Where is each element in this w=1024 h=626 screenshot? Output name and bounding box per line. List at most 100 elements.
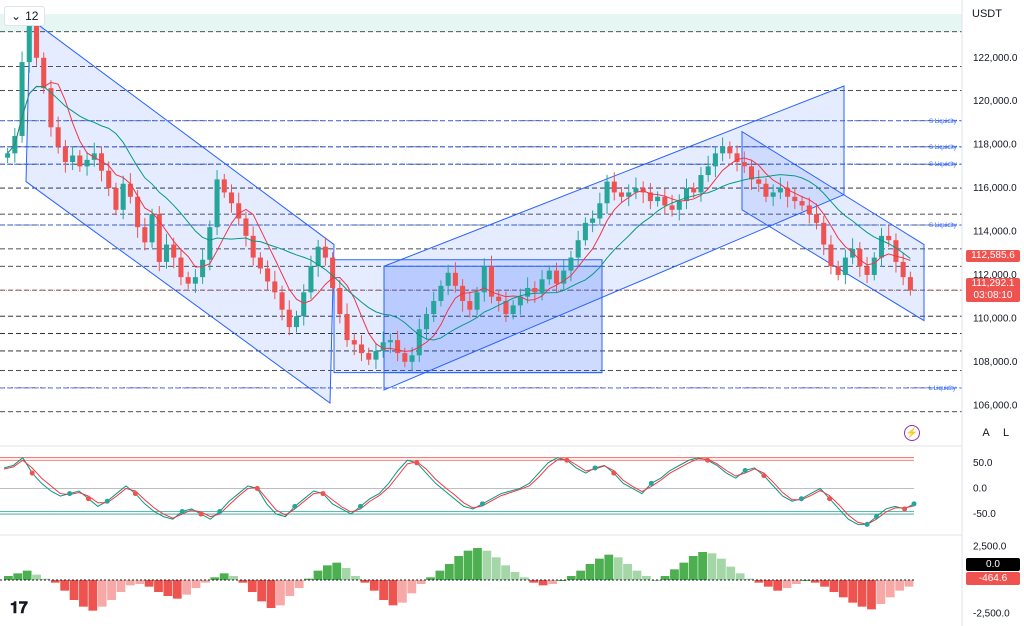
- candle-body: [481, 266, 487, 293]
- histogram-bar: [125, 580, 135, 586]
- candle-body: [178, 257, 184, 278]
- moving-averages: [7, 81, 911, 352]
- candle-body: [221, 179, 227, 193]
- candle-body: [871, 257, 877, 275]
- auto-scale-button[interactable]: A: [982, 427, 990, 439]
- candle-body: [113, 188, 119, 210]
- candle-body: [301, 292, 307, 317]
- cross-dot: [902, 506, 908, 512]
- candle-body: [626, 192, 632, 197]
- candle-body: [647, 192, 653, 202]
- ma-slow-line: [7, 85, 911, 341]
- candles: [5, 13, 913, 372]
- histogram-bar: [838, 580, 848, 598]
- histogram-bar: [369, 580, 379, 591]
- cross-dot: [592, 465, 598, 471]
- candle-body: [893, 240, 899, 262]
- histogram-bar: [529, 580, 539, 583]
- histogram-bar: [191, 580, 201, 588]
- histogram-bar: [426, 577, 435, 580]
- histogram-bar: [651, 580, 661, 581]
- cross-dot: [217, 509, 223, 514]
- candle-body: [864, 266, 870, 275]
- candle-body: [149, 214, 155, 243]
- histogram-bar: [688, 556, 698, 580]
- histogram-bar: [745, 578, 754, 580]
- candle-body: [250, 235, 256, 258]
- histogram-bar: [219, 573, 229, 580]
- histogram-bar: [566, 576, 576, 580]
- candle-body: [698, 175, 704, 193]
- candle-body: [135, 196, 141, 228]
- candle-body: [142, 227, 148, 243]
- candle-body: [214, 179, 220, 228]
- candle-body: [315, 246, 321, 267]
- liquidity-label: S Liquidity: [929, 145, 957, 151]
- candle-body: [257, 257, 263, 269]
- interval-selector[interactable]: ⌄ 12: [4, 6, 46, 26]
- candle-body: [26, 23, 32, 63]
- candle-body: [727, 146, 733, 154]
- candle-body: [568, 257, 574, 271]
- candle-body: [503, 301, 509, 315]
- candle-body: [120, 183, 126, 210]
- histogram-bar: [285, 580, 295, 596]
- histogram-bar: [22, 570, 32, 580]
- histogram-bar: [332, 562, 342, 580]
- candle-body: [366, 353, 372, 360]
- histogram-bar: [848, 580, 858, 603]
- histogram-bar: [632, 570, 642, 580]
- candle-body: [293, 316, 300, 328]
- candle-body: [358, 344, 365, 354]
- last-price-value: 111,292.1: [971, 278, 1015, 289]
- candle-body: [842, 257, 848, 275]
- candle-body: [878, 235, 885, 258]
- chevron-down-icon: ⌄: [11, 9, 22, 23]
- candle-body: [633, 188, 639, 193]
- histogram-bar: [491, 557, 501, 580]
- candle-body: [48, 88, 54, 128]
- candle-body: [720, 146, 726, 154]
- candle-body: [337, 287, 343, 315]
- cross-dot: [67, 491, 73, 497]
- candle-body: [792, 196, 798, 202]
- candle-body: [236, 203, 242, 219]
- candle-body: [618, 192, 625, 197]
- lightning-icon[interactable]: ⚡: [904, 425, 920, 441]
- candle-body: [127, 183, 133, 197]
- price-tick-label: 120,000.0: [973, 96, 1018, 107]
- histogram-bar: [238, 580, 248, 583]
- candle-body: [423, 314, 430, 330]
- candle-body: [676, 201, 682, 210]
- candle-body: [272, 281, 278, 293]
- histogram-bar: [379, 580, 389, 600]
- highlight-band: [0, 14, 962, 32]
- histogram-bar: [116, 580, 126, 592]
- histogram-bar: [351, 576, 360, 580]
- candle-body: [156, 214, 162, 262]
- ma-fast-line: [7, 81, 911, 352]
- oscillator-tick-label: -50.0: [973, 509, 996, 520]
- candle-body: [488, 266, 495, 297]
- candle-body: [91, 153, 97, 160]
- histogram-bar: [88, 580, 98, 611]
- log-scale-button[interactable]: L: [1002, 427, 1010, 439]
- cross-dot: [29, 470, 35, 476]
- histogram-bar: [726, 566, 736, 580]
- histogram-bar: [895, 580, 905, 591]
- candle-body: [286, 309, 292, 328]
- short-channel: [741, 130, 925, 322]
- candle-body: [835, 266, 841, 275]
- bar-countdown: 03:08:10: [973, 290, 1013, 301]
- oscillator-line: [3, 458, 915, 525]
- candle-body: [33, 23, 40, 58]
- candle-body: [582, 222, 588, 241]
- candle-body: [510, 305, 516, 315]
- histogram-bar: [501, 565, 510, 580]
- liquidity-label: S Liquidity: [929, 119, 957, 125]
- histogram-bar: [229, 576, 238, 580]
- cross-dot: [911, 501, 917, 507]
- histogram-bar: [247, 580, 257, 592]
- histogram-bar: [154, 580, 163, 592]
